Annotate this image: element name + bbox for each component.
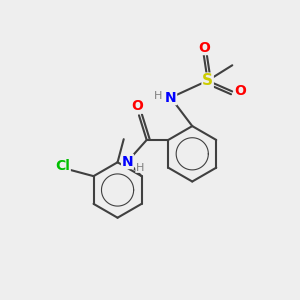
Text: S: S <box>202 73 213 88</box>
Text: N: N <box>165 91 176 105</box>
Text: H: H <box>154 91 163 101</box>
Text: O: O <box>198 40 210 55</box>
Text: O: O <box>131 99 143 113</box>
Text: H: H <box>136 163 144 173</box>
Text: O: O <box>234 84 246 98</box>
Text: Cl: Cl <box>55 159 70 173</box>
Text: N: N <box>122 154 133 169</box>
